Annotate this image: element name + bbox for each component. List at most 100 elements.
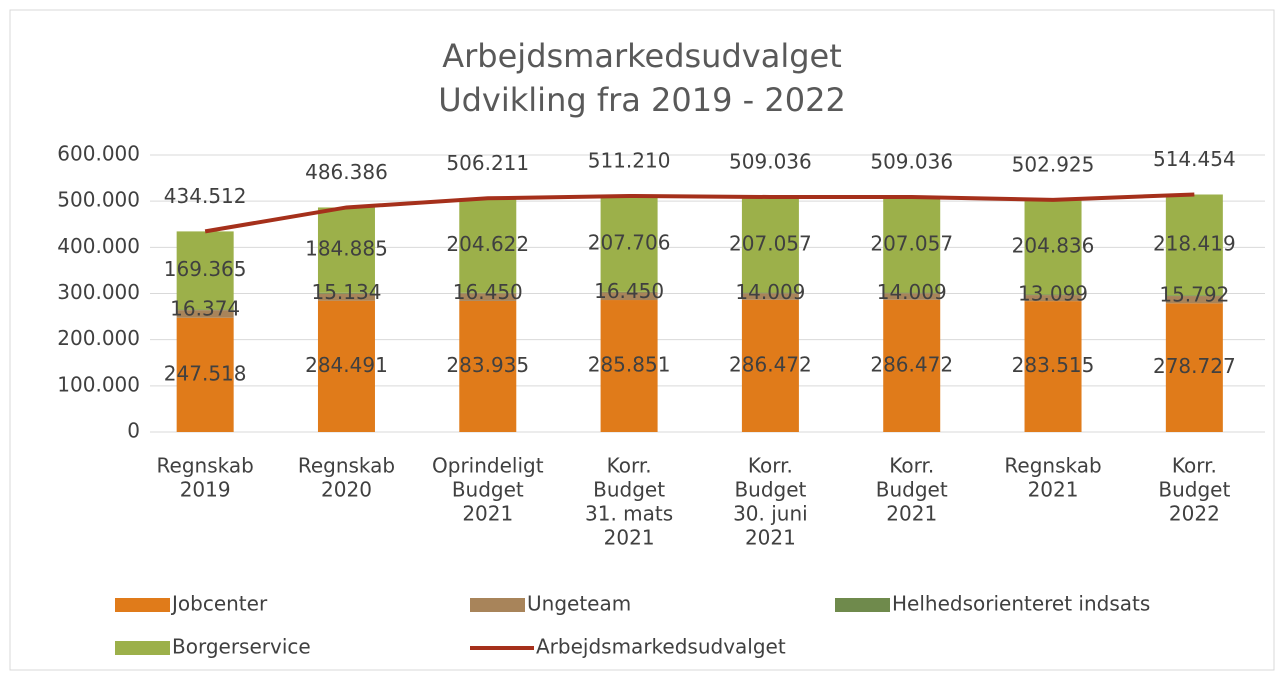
legend-swatch: [115, 598, 170, 612]
legend-label: Borgerservice: [172, 635, 311, 659]
legend-swatch: [835, 598, 890, 612]
line-label: 434.512: [164, 184, 247, 208]
legend-label: Jobcenter: [170, 592, 268, 616]
x-tick-label: 2021: [1028, 478, 1079, 502]
bar-segment: [1024, 294, 1082, 296]
bar-segment: [883, 292, 941, 294]
chart-title: Arbejdsmarkedsudvalget: [442, 37, 842, 75]
x-tick-label: Budget: [734, 478, 806, 502]
legend-label: Helhedsorienteret indsats: [892, 592, 1150, 616]
data-label: 286.472: [729, 352, 812, 376]
data-label: 286.472: [870, 352, 953, 376]
line-label: 486.386: [305, 160, 388, 184]
line-label: 509.036: [870, 149, 953, 173]
bar-segment: [1024, 301, 1082, 432]
x-tick-label: Regnskab: [157, 454, 254, 478]
bar-segment: [600, 195, 658, 292]
bar-segment: [317, 292, 375, 294]
data-label: 283.935: [446, 353, 529, 377]
bar-segment: [741, 292, 799, 294]
x-tick-label: Korr.: [1172, 454, 1217, 478]
data-label: 204.836: [1012, 234, 1095, 258]
bar-segment: [1165, 296, 1223, 304]
bar-segment: [1024, 295, 1082, 302]
bar-segment: [176, 309, 234, 311]
bar-segment: [1165, 295, 1223, 297]
data-label: 278.727: [1153, 354, 1236, 378]
bar-segment: [176, 231, 234, 310]
x-tick-label: Regnskab: [298, 454, 395, 478]
bar-segment: [317, 300, 375, 432]
data-label: 285.851: [588, 353, 671, 377]
line-label: 509.036: [729, 149, 812, 173]
bar-segment: [600, 300, 658, 432]
data-label: 184.885: [305, 237, 388, 261]
x-tick-label: Korr.: [748, 454, 793, 478]
legend-swatch: [470, 598, 525, 612]
bar-segment: [741, 299, 799, 432]
bar-segment: [741, 196, 799, 293]
bar-segment: [1024, 199, 1082, 295]
bar-segment: [600, 292, 658, 301]
y-tick-label: 0: [127, 419, 140, 443]
data-label: 207.057: [729, 231, 812, 255]
data-label: 207.706: [588, 230, 671, 254]
data-label: 283.515: [1012, 353, 1095, 377]
bar-segment: [600, 291, 658, 293]
data-label: 16.374: [170, 297, 240, 321]
line-label: 506.211: [446, 151, 529, 175]
data-label: 14.009: [877, 280, 947, 304]
legend-label: Arbejdsmarkedsudvalget: [536, 635, 786, 659]
bar-segment: [317, 207, 375, 293]
line-label: 511.210: [588, 148, 671, 172]
bar-segment: [883, 299, 941, 432]
y-tick-label: 400.000: [57, 234, 140, 258]
chart-subtitle: Udvikling fra 2019 - 2022: [438, 81, 846, 119]
x-tick-label: Budget: [452, 478, 524, 502]
x-tick-label: 2022: [1169, 502, 1220, 526]
x-tick-label: 2021: [604, 526, 655, 550]
x-tick-label: 2019: [180, 478, 231, 502]
legend-swatch: [115, 641, 170, 655]
x-tick-label: Korr.: [607, 454, 652, 478]
data-label: 16.450: [594, 279, 664, 303]
x-tick-label: 2020: [321, 478, 372, 502]
line-label: 514.454: [1153, 147, 1236, 171]
bar-segment: [883, 293, 941, 300]
y-tick-label: 200.000: [57, 326, 140, 350]
line-label: 502.925: [1012, 152, 1095, 176]
data-label: 15.792: [1159, 283, 1229, 307]
data-label: 15.134: [311, 280, 381, 304]
data-label: 218.419: [1153, 231, 1236, 255]
line: [204, 192, 1195, 234]
data-label: 204.622: [446, 232, 529, 256]
x-tick-label: 2021: [745, 526, 796, 550]
data-label: 14.009: [735, 280, 805, 304]
legend-label: Ungeteam: [527, 592, 631, 616]
y-tick-label: 600.000: [57, 142, 140, 166]
x-tick-label: Regnskab: [1004, 454, 1101, 478]
data-label: 13.099: [1018, 282, 1088, 306]
x-tick-label: Budget: [876, 478, 948, 502]
data-label: 207.057: [870, 231, 953, 255]
bar-segment: [883, 196, 941, 293]
bar-segment: [1165, 194, 1223, 296]
y-tick-label: 100.000: [57, 372, 140, 396]
x-tick-label: Korr.: [889, 454, 934, 478]
data-label: 169.365: [164, 257, 247, 281]
bar-segment: [459, 198, 517, 293]
y-tick-label: 300.000: [57, 280, 140, 304]
y-tick-label: 500.000: [57, 188, 140, 212]
x-tick-label: Budget: [1158, 478, 1230, 502]
x-tick-label: 30. juni: [733, 502, 808, 526]
x-tick-label: 31. mats: [585, 502, 673, 526]
data-label: 284.491: [305, 353, 388, 377]
data-label: 16.450: [453, 280, 523, 304]
bar-segment: [317, 293, 375, 301]
x-tick-label: 2021: [462, 502, 513, 526]
bar-segment: [459, 300, 517, 432]
data-label: 247.518: [164, 361, 247, 385]
bar-segment: [741, 293, 799, 300]
bar-segment: [459, 293, 517, 301]
